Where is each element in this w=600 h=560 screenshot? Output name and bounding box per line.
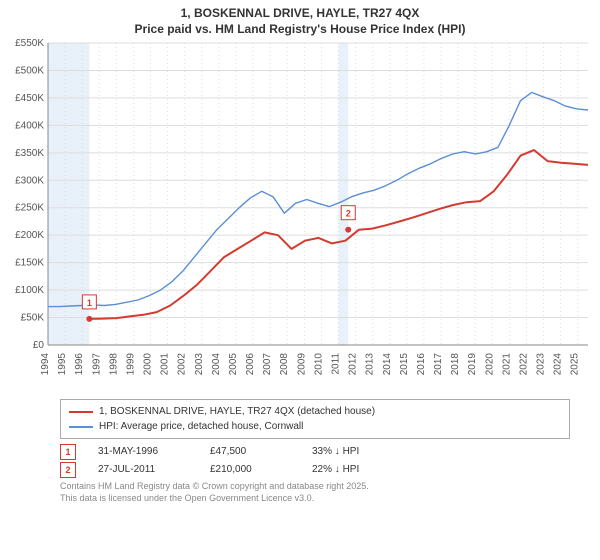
- legend: 1, BOSKENNAL DRIVE, HAYLE, TR27 4QX (det…: [60, 399, 570, 439]
- legend-label: HPI: Average price, detached house, Corn…: [99, 419, 303, 434]
- x-tick-label: 2003: [194, 353, 205, 376]
- sale-row: 2 27-JUL-2011 £210,000 22% ↓ HPI: [60, 461, 570, 479]
- sale-delta: 33% ↓ HPI: [312, 443, 570, 461]
- x-tick-label: 2024: [553, 353, 564, 376]
- legend-item: HPI: Average price, detached house, Corn…: [69, 419, 561, 434]
- plot-area: [48, 43, 588, 345]
- shaded-range: [339, 43, 349, 345]
- chart-container: £0 £50K £100K £150K £200K £250K £300K £350K £400…: [0, 37, 600, 397]
- x-tick-label: 2007: [262, 353, 273, 376]
- x-tick-label: 2022: [518, 353, 529, 376]
- x-tick-label: 2021: [501, 353, 512, 376]
- y-tick-label: £50K: [21, 313, 45, 324]
- y-tick-label: £550K: [15, 38, 44, 49]
- sale-marker: 1: [60, 444, 76, 460]
- x-tick-label: 2020: [484, 353, 495, 376]
- y-tick-label: £400K: [15, 121, 44, 132]
- title-line-2: Price paid vs. HM Land Registry's House …: [0, 22, 600, 38]
- marker-dot: [86, 316, 92, 322]
- y-tick-label: £250K: [15, 203, 44, 214]
- x-tick-label: 2000: [143, 353, 154, 376]
- disclaimer-line-1: Contains HM Land Registry data © Crown c…: [60, 481, 570, 493]
- sale-marker: 2: [60, 462, 76, 478]
- sale-row: 1 31-MAY-1996 £47,500 33% ↓ HPI: [60, 443, 570, 461]
- y-tick-label: £350K: [15, 148, 44, 159]
- x-tick-label: 2008: [279, 353, 290, 376]
- x-tick-label: 2006: [245, 353, 256, 376]
- x-tick-label: 1997: [91, 353, 102, 376]
- x-tick-label: 1996: [74, 353, 85, 376]
- x-tick-label: 2004: [211, 353, 222, 376]
- sale-price: £210,000: [210, 461, 290, 479]
- sale-date: 31-MAY-1996: [98, 443, 188, 461]
- price-chart: £0 £50K £100K £150K £200K £250K £300K £350K £400…: [0, 37, 600, 397]
- legend-label: 1, BOSKENNAL DRIVE, HAYLE, TR27 4QX (det…: [99, 404, 375, 419]
- x-tick-label: 1995: [57, 353, 68, 376]
- title-line-1: 1, BOSKENNAL DRIVE, HAYLE, TR27 4QX: [0, 6, 600, 22]
- sales-list: 1 31-MAY-1996 £47,500 33% ↓ HPI 2 27-JUL-2011…: [60, 443, 570, 479]
- disclaimer: Contains HM Land Registry data © Crown c…: [60, 481, 570, 504]
- marker-label: 1: [87, 298, 92, 308]
- y-tick-label: £500K: [15, 66, 44, 77]
- x-tick-label: 2002: [177, 353, 188, 376]
- x-tick-label: 1998: [108, 353, 119, 376]
- x-tick-label: 2017: [433, 353, 444, 376]
- sale-date: 27-JUL-2011: [98, 461, 188, 479]
- y-tick-label: £450K: [15, 93, 44, 104]
- x-tick-label: 2005: [228, 353, 239, 376]
- chart-title: 1, BOSKENNAL DRIVE, HAYLE, TR27 4QX Pric…: [0, 0, 600, 37]
- x-tick-label: 2001: [160, 353, 171, 376]
- x-tick-label: 2012: [348, 353, 359, 376]
- legend-item: 1, BOSKENNAL DRIVE, HAYLE, TR27 4QX (det…: [69, 404, 561, 419]
- x-tick-label: 2016: [416, 353, 427, 376]
- x-tick-label: 2013: [365, 353, 376, 376]
- x-tick-label: 2015: [399, 353, 410, 376]
- x-tick-label: 2018: [450, 353, 461, 376]
- marker-label: 2: [346, 209, 351, 219]
- y-tick-label: £150K: [15, 258, 44, 269]
- legend-swatch: [69, 426, 93, 428]
- x-tick-label: 2010: [313, 353, 324, 376]
- y-tick-label: £200K: [15, 230, 44, 241]
- sale-price: £47,500: [210, 443, 290, 461]
- marker-dot: [345, 227, 351, 233]
- x-tick-label: 2009: [296, 353, 307, 376]
- y-tick-label: £100K: [15, 285, 44, 296]
- disclaimer-line-2: This data is licensed under the Open Gov…: [60, 493, 570, 505]
- x-tick-label: 2023: [536, 353, 547, 376]
- legend-swatch: [69, 411, 93, 413]
- x-tick-label: 2011: [331, 353, 342, 375]
- x-tick-label: 2025: [570, 353, 581, 376]
- y-tick-label: £300K: [15, 175, 44, 186]
- sale-delta: 22% ↓ HPI: [312, 461, 570, 479]
- x-tick-label: 1994: [40, 353, 51, 376]
- x-tick-label: 2019: [467, 353, 478, 376]
- y-tick-label: £0: [33, 340, 45, 351]
- x-tick-label: 1999: [125, 353, 136, 376]
- x-tick-label: 2014: [382, 353, 393, 376]
